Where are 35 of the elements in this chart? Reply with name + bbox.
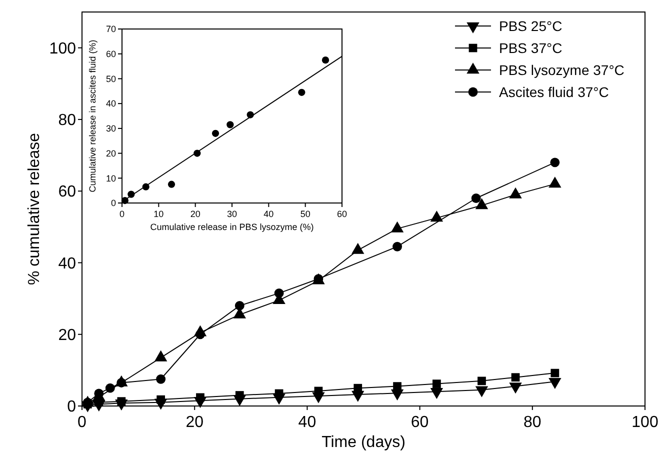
y-axis-title: % cumulative release [26,132,44,286]
y-tick-label: 40 [58,255,76,272]
legend-label: PBS 25°C [499,18,562,34]
y-tick-label: 0 [110,198,116,208]
y-tick-label: 50 [106,74,116,84]
y-tick-label: 0 [67,398,76,416]
legend-label: PBS 37°C [499,40,562,56]
x-tick-label: 20 [186,414,204,431]
x-tick-label: 60 [336,209,348,219]
y-tick-label: 100 [49,40,76,58]
y-axis-title: Cumulative release in ascites fluid (%) [87,40,98,192]
y-tick-label: 30 [106,124,116,134]
x-axis-title: Cumulative release in PBS lysozyme (%) [150,222,314,232]
x-tick-label: 30 [226,209,238,219]
y-tick-label: 70 [106,24,116,34]
y-tick-label: 40 [106,98,116,109]
legend-label: Ascites fluid 37°C [499,84,609,100]
x-tick-label: 50 [300,209,310,219]
x-tick-label: 20 [190,209,200,219]
y-tick-label: 60 [58,184,76,201]
y-tick-label: 80 [58,112,76,130]
x-tick-label: 10 [154,209,164,219]
legend-label: PBS lysozyme 37°C [499,62,624,78]
y-tick-label: 20 [106,148,116,158]
x-tick-label: 40 [264,209,274,219]
x-axis-title: Time (days) [322,434,406,451]
x-tick-label: 0 [78,414,87,431]
y-tick-label: 10 [106,173,116,184]
x-tick-label: 40 [298,414,316,431]
x-tick-label: 60 [410,414,429,431]
x-tick-label: 100 [632,414,658,431]
x-tick-label: 0 [119,209,125,219]
y-tick-label: 60 [106,49,116,60]
y-tick-label: 20 [58,326,76,344]
x-tick-label: 80 [524,414,542,431]
